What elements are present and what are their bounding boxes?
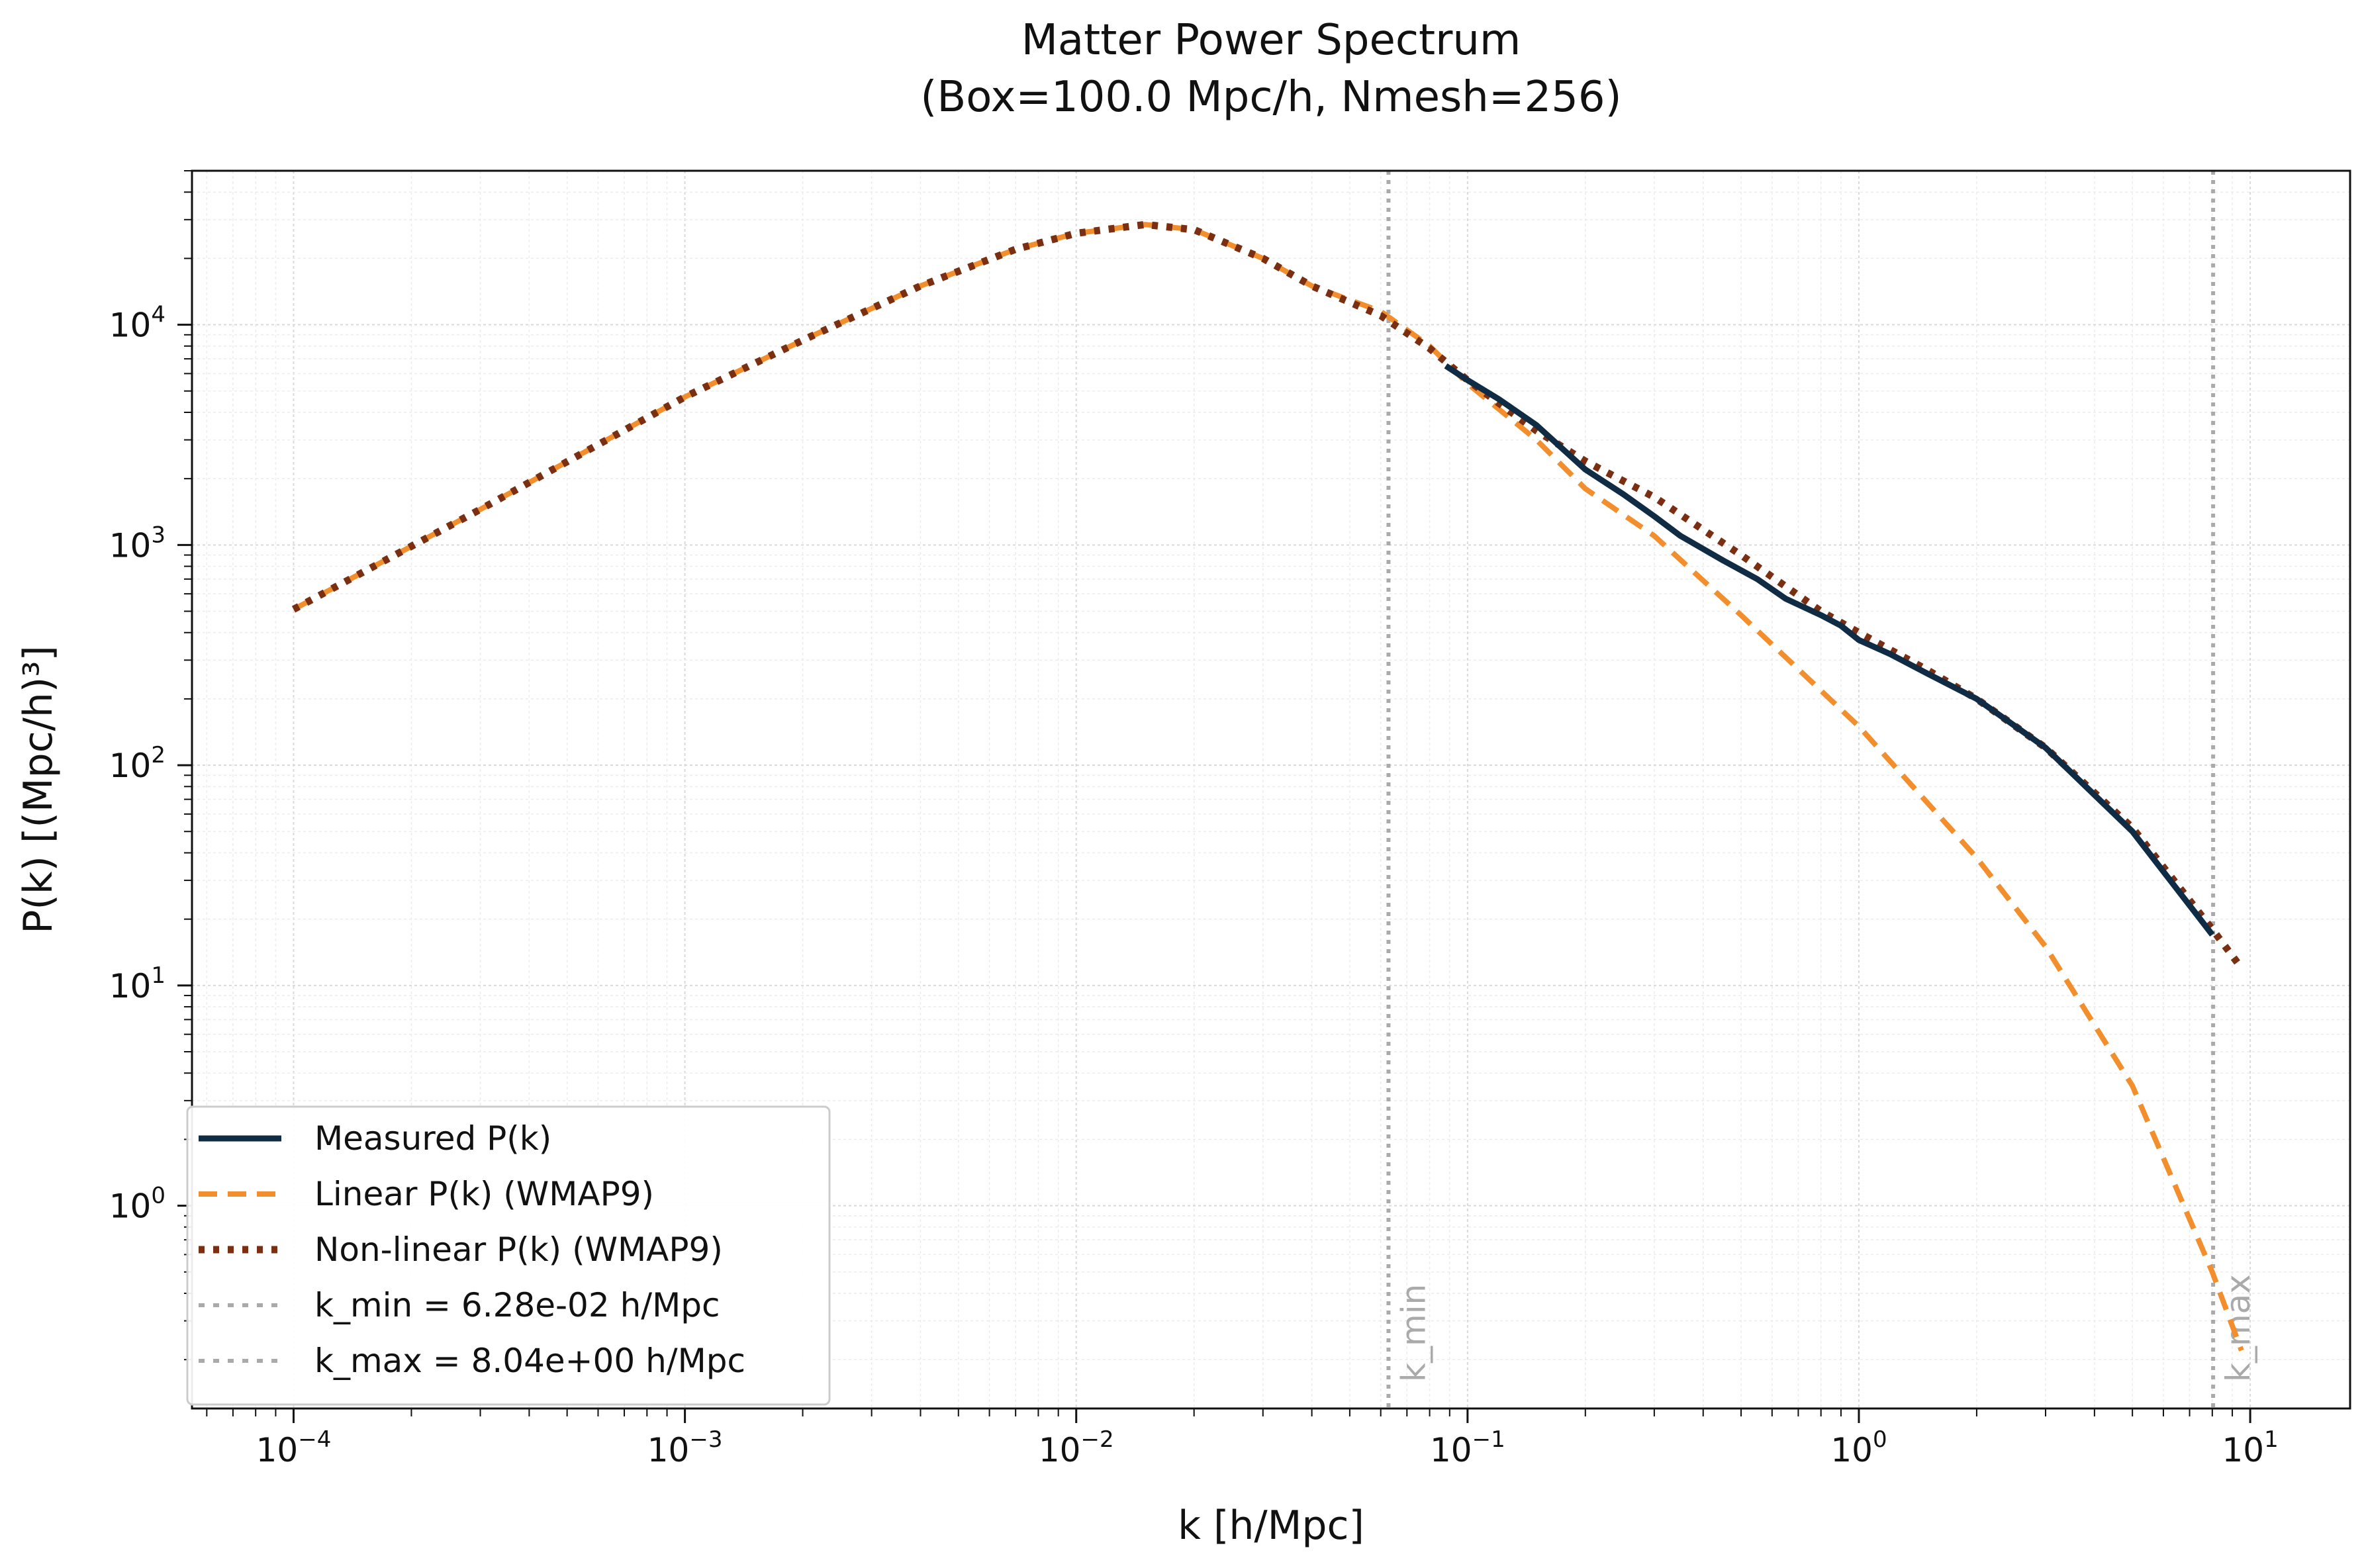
y-axis-label: P(k) [(Mpc/h)³]	[15, 645, 62, 934]
legend: Measured P(k) Linear P(k) (WMAP9) Non-line…	[186, 1105, 831, 1406]
vline-label-k-max: k_max	[2219, 1274, 2257, 1382]
x-tick-label: 10−3	[647, 1426, 723, 1469]
legend-label: Non-linear P(k) (WMAP9)	[314, 1230, 723, 1269]
x-tick-label: 10−2	[1039, 1426, 1114, 1469]
series-line-1	[292, 222, 2244, 1352]
chart-subtitle: (Box=100.0 Mpc/h, Nmesh=256)	[920, 73, 1621, 122]
y-tick-label: 101	[109, 962, 165, 1005]
legend-label: Measured P(k)	[314, 1119, 551, 1158]
plot-frame	[191, 169, 2351, 1410]
y-tick-label: 103	[109, 522, 165, 565]
x-tick-label: 100	[1830, 1426, 1887, 1469]
y-axis: 100 101 102 103 104	[109, 170, 192, 1361]
legend-label: k_min = 6.28e-02 h/Mpc	[314, 1286, 720, 1324]
x-tick-label: 10−4	[256, 1426, 332, 1469]
legend-label: k_max = 8.04e+00 h/Mpc	[314, 1342, 745, 1380]
legend-box	[186, 1105, 831, 1406]
chart-title: Matter Power Spectrum	[1021, 16, 1521, 65]
series-lines	[291, 220, 2245, 1352]
legend-label: Linear P(k) (WMAP9)	[314, 1175, 654, 1213]
x-axis: 10−4 10−3 10−2 10−1 100 101	[206, 1408, 2279, 1469]
vlines: k_min k_max	[1386, 171, 2257, 1408]
vline-label-k-min: k_min	[1394, 1284, 1433, 1382]
series-line-2	[291, 220, 2245, 970]
y-tick-label: 100	[109, 1183, 165, 1226]
x-tick-label: 10−1	[1430, 1426, 1505, 1469]
y-tick-label: 102	[109, 742, 165, 785]
series-line-0	[1444, 363, 2215, 937]
x-axis-label: k [h/Mpc]	[1178, 1502, 1364, 1549]
y-tick-label: 104	[109, 302, 165, 345]
x-tick-label: 101	[2222, 1426, 2278, 1469]
